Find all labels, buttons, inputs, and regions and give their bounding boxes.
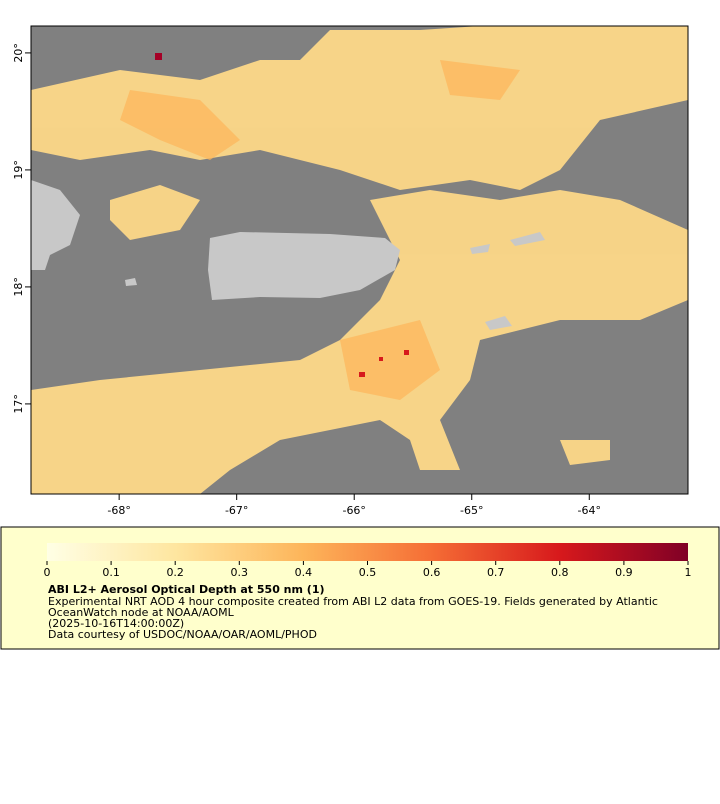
legend-line: OceanWatch node at NOAA/AOML bbox=[48, 606, 235, 619]
colorbar-tick-label: 0.8 bbox=[551, 566, 569, 579]
legend-line: Data courtesy of USDOC/NOAA/OAR/AOML/PHO… bbox=[48, 628, 317, 641]
x-tick-label: -64° bbox=[578, 504, 601, 517]
x-tick-label: -65° bbox=[460, 504, 483, 517]
colorbar-tick-label: 0 bbox=[44, 566, 51, 579]
x-tick-label: -68° bbox=[107, 504, 130, 517]
axes: -68° -67° -66° -65° -64° 17° 18° 19° 20° bbox=[12, 43, 601, 517]
colorbar-tick-label: 0.1 bbox=[102, 566, 120, 579]
colorbar bbox=[47, 543, 688, 561]
x-tick-label: -66° bbox=[342, 504, 365, 517]
x-tick-label: -67° bbox=[225, 504, 248, 517]
colorbar-tick-label: 0.4 bbox=[295, 566, 313, 579]
colorbar-tick-label: 0.9 bbox=[615, 566, 633, 579]
legend-title: ABI L2+ Aerosol Optical Depth at 550 nm … bbox=[48, 583, 325, 596]
colorbar-tick-label: 0.7 bbox=[487, 566, 505, 579]
colorbar-tick-label: 0.5 bbox=[359, 566, 377, 579]
legend-line: (2025-10-16T14:00:00Z) bbox=[48, 617, 184, 630]
colorbar-tick-label: 0.6 bbox=[423, 566, 441, 579]
y-tick-label: 19° bbox=[12, 160, 25, 180]
legend-line: Experimental NRT AOD 4 hour composite cr… bbox=[48, 595, 658, 608]
y-tick-label: 18° bbox=[12, 277, 25, 297]
colorbar-tick-label: 0.2 bbox=[166, 566, 184, 579]
map-frame bbox=[30, 25, 689, 495]
colorbar-tick-label: 1 bbox=[685, 566, 692, 579]
colorbar-axis: 0 0.1 0.2 0.3 0.4 0.5 0.6 0.7 0.8 0.9 1 bbox=[44, 561, 692, 579]
colorbar-tick-label: 0.3 bbox=[231, 566, 249, 579]
y-tick-label: 17° bbox=[12, 394, 25, 414]
y-tick-label: 20° bbox=[12, 43, 25, 63]
map-field bbox=[31, 26, 688, 494]
